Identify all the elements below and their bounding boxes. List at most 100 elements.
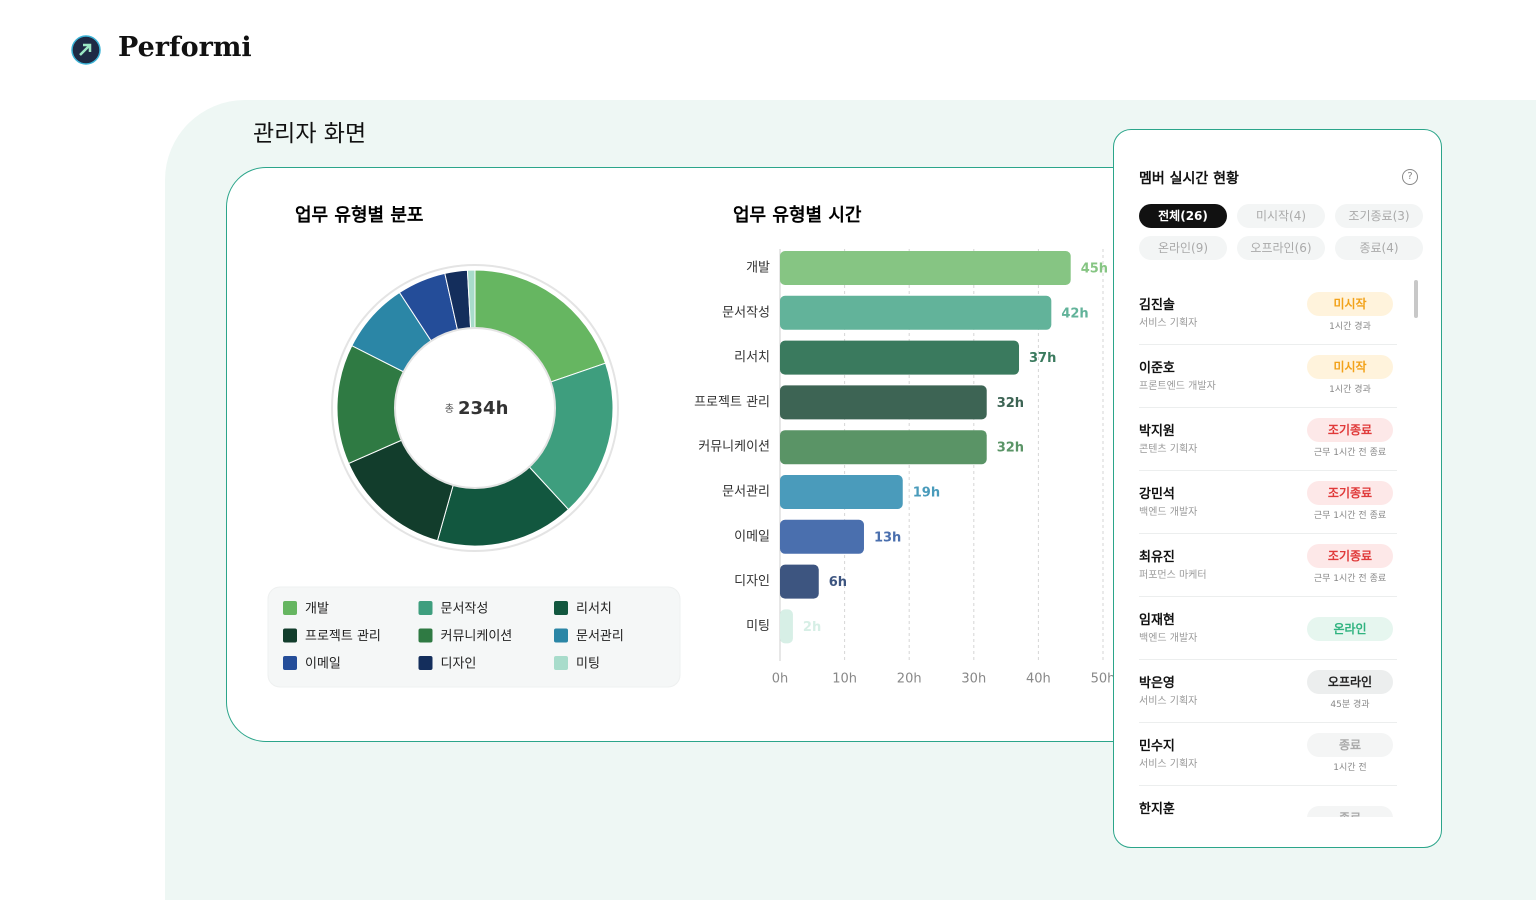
status-badge: 미시작 xyxy=(1307,355,1393,379)
bar-value-label: 32h xyxy=(997,396,1024,411)
status-badge: 오프라인 xyxy=(1307,670,1393,694)
member-list: 김진솔 서비스 기획자 미시작 1시간 경과 이준호 프론트엔드 개발자 미시작 1시간 경과… xyxy=(1139,282,1397,817)
member-role: 서비스 기획자 xyxy=(1139,318,1198,329)
legend-label: 프로젝트 관리 xyxy=(305,629,381,644)
legend-swatch xyxy=(554,628,568,643)
x-tick-label: 0h xyxy=(772,672,789,687)
legend-swatch xyxy=(283,601,297,615)
legend-swatch xyxy=(554,601,568,615)
bar xyxy=(780,609,793,644)
filters: 전체(26) 미시작(4) 조기종료(3) 온라인(9) 오프라인(6) 종료(4) xyxy=(1139,204,1429,260)
filter-pill[interactable]: 미시작(4) xyxy=(1237,204,1325,228)
bar-value-label: 42h xyxy=(1061,306,1088,321)
member-role: 백엔드 개발자 xyxy=(1139,633,1198,644)
member-name: 김진솔 xyxy=(1139,298,1175,313)
center-prefix: 총 xyxy=(445,403,454,415)
status-badge: 종료 xyxy=(1307,806,1393,817)
bar xyxy=(780,564,819,599)
legend-swatch xyxy=(283,628,297,643)
scrollbar[interactable] xyxy=(1414,280,1418,318)
status-time: 1시간 경과 xyxy=(1329,322,1371,332)
panel-title: 멤버 실시간 현황 xyxy=(1139,171,1239,187)
member-row[interactable]: 강민석 백엔드 개발자 조기종료 근무 1시간 전 종료 xyxy=(1139,471,1397,534)
member-name: 한지훈 xyxy=(1139,802,1175,817)
bar xyxy=(780,385,987,420)
status-time: 45분 경과 xyxy=(1330,700,1370,710)
filter-pill[interactable]: 오프라인(6) xyxy=(1237,236,1325,260)
status-time: 1시간 경과 xyxy=(1329,385,1371,395)
legend-label: 리서치 xyxy=(576,602,612,617)
member-role: 서비스 기획자 xyxy=(1139,759,1198,770)
status-time: 1시간 전 xyxy=(1333,763,1367,773)
member-row[interactable]: 한지훈 종료 xyxy=(1139,786,1397,817)
logo-icon xyxy=(71,35,101,65)
center-label: 234h xyxy=(458,398,508,419)
x-tick-label: 20h xyxy=(897,672,922,687)
legend-swatch xyxy=(283,656,297,670)
y-tick-label: 프로젝트 관리 xyxy=(694,395,770,410)
y-tick-label: 문서관리 xyxy=(722,485,770,500)
legend-swatch xyxy=(418,601,433,615)
member-name: 이준호 xyxy=(1139,361,1175,376)
bar-value-label: 13h xyxy=(874,530,901,545)
member-name: 민수지 xyxy=(1139,739,1175,754)
members-panel: 멤버 실시간 현황 ? 전체(26) 미시작(4) 조기종료(3) 온라인(9) 오프라… xyxy=(1113,129,1442,848)
member-name: 강민석 xyxy=(1139,487,1175,502)
bar xyxy=(780,430,987,465)
bar xyxy=(780,340,1020,375)
status-time: 근무 1시간 전 종료 xyxy=(1313,511,1387,521)
help-icon[interactable]: ? xyxy=(1402,169,1418,185)
legend-swatch xyxy=(418,628,433,643)
filter-pill[interactable]: 온라인(9) xyxy=(1139,236,1227,260)
filter-pill[interactable]: 종료(4) xyxy=(1335,236,1423,260)
bar-value-label: 6h xyxy=(829,575,847,590)
member-name: 박은영 xyxy=(1139,676,1175,691)
y-tick-label: 커뮤니케이션 xyxy=(698,440,770,455)
member-role: 서비스 기획자 xyxy=(1139,696,1198,707)
member-role: 프론트엔드 개발자 xyxy=(1139,381,1216,392)
y-tick-label: 리서치 xyxy=(734,350,770,365)
legend-label: 문서작성 xyxy=(441,602,489,617)
x-tick-label: 30h xyxy=(961,672,986,687)
filter-pill[interactable]: 조기종료(3) xyxy=(1335,204,1423,228)
status-badge: 미시작 xyxy=(1307,292,1393,316)
legend-label: 미팅 xyxy=(576,657,600,672)
legend-swatch xyxy=(554,656,568,670)
bar-value-label: 19h xyxy=(913,486,940,501)
donut-hole xyxy=(394,327,556,489)
donut-outline xyxy=(331,264,619,552)
y-tick-label: 이메일 xyxy=(734,529,770,544)
status-badge: 온라인 xyxy=(1307,617,1393,641)
status-time: 근무 1시간 전 종료 xyxy=(1313,574,1387,584)
member-name: 임재현 xyxy=(1139,613,1175,628)
x-tick-label: 10h xyxy=(832,672,857,687)
x-tick-label: 40h xyxy=(1026,672,1051,687)
bar xyxy=(780,251,1071,285)
legend-label: 개발 xyxy=(305,602,329,617)
legend-swatch xyxy=(418,656,433,670)
status-badge: 조기종료 xyxy=(1307,418,1393,442)
legend-label: 문서관리 xyxy=(576,629,624,644)
member-role: 콘텐츠 기획자 xyxy=(1139,444,1198,455)
member-row[interactable]: 최유진 퍼포먼스 마케터 조기종료 근무 1시간 전 종료 xyxy=(1139,534,1397,597)
brand: Performi xyxy=(118,32,252,63)
status-badge: 종료 xyxy=(1307,733,1393,757)
bar xyxy=(780,475,903,509)
bar-value-label: 37h xyxy=(1029,351,1056,366)
member-role: 백엔드 개발자 xyxy=(1139,507,1198,518)
page: Performi 관리자 화면 업무 유형별 분포 총 234h 개발 문서작성 리서치 프… xyxy=(71,32,1536,900)
status-time: 근무 1시간 전 종료 xyxy=(1313,448,1387,458)
member-name: 박지원 xyxy=(1139,424,1175,439)
y-tick-label: 개발 xyxy=(746,261,770,276)
filter-pill[interactable]: 전체(26) xyxy=(1139,204,1227,228)
x-tick-label: 50h xyxy=(1091,672,1116,687)
bar-value-label: 45h xyxy=(1081,262,1108,277)
legend-box xyxy=(267,586,681,688)
